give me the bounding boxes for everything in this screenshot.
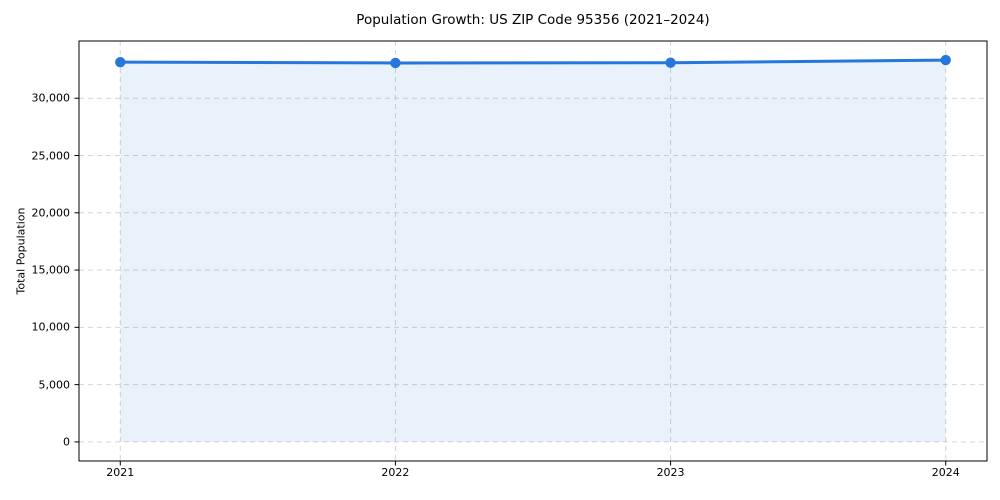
data-point-marker [665,57,676,68]
data-point-marker [115,56,126,68]
data-line [118,58,948,65]
chart-title: Population Growth: US ZIP Code 95356 (20… [356,12,710,28]
axes-frame [78,40,988,462]
data-point-marker [390,57,401,69]
area-fill [120,60,946,442]
data-point-marker [940,54,951,66]
